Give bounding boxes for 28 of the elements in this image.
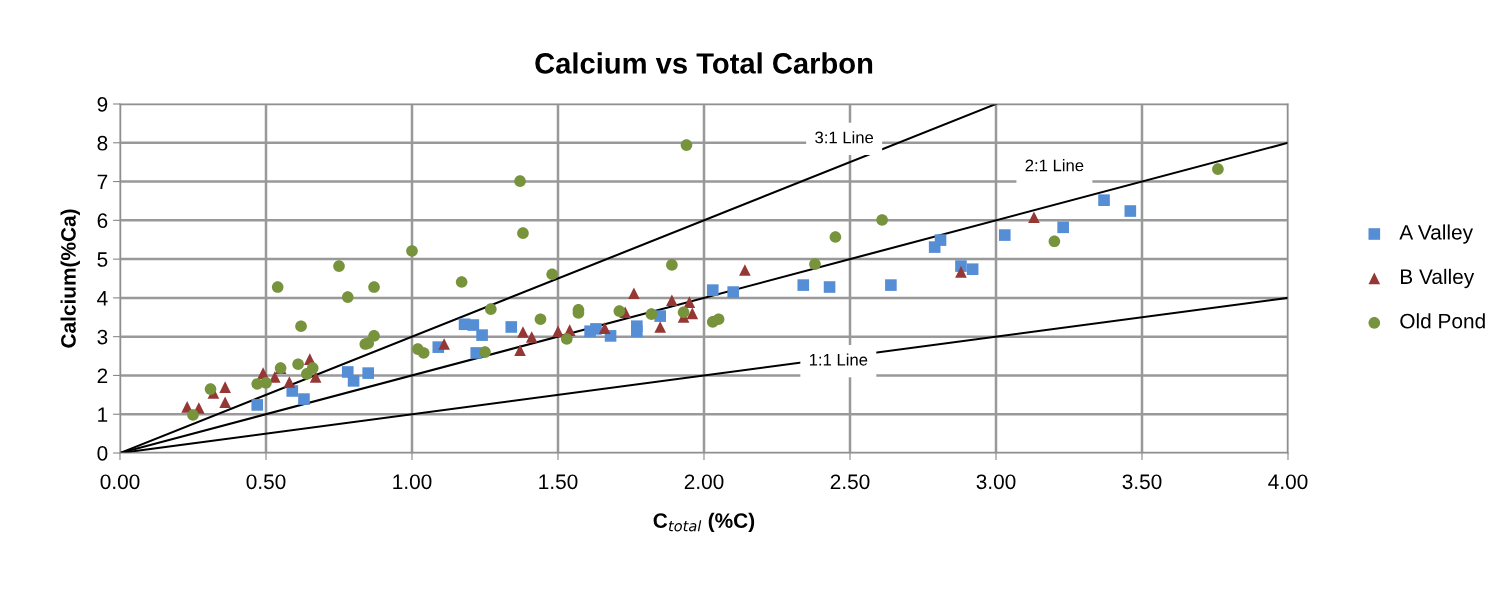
series-label: 3:1 Line <box>815 131 874 144</box>
y-tick-label: 2 <box>97 368 108 383</box>
x-tick-label: 3.50 <box>1122 474 1162 490</box>
legend-label: A Valley <box>1399 224 1474 244</box>
x-axis-title: C$_{total}$ (%C) <box>653 512 755 533</box>
x-tick-label: 0.50 <box>246 474 286 490</box>
y-tick-label: 4 <box>97 291 108 306</box>
series-label: 1:1 Line <box>809 353 868 366</box>
x-tick-label: 2.50 <box>830 474 870 490</box>
y-tick-label: 0 <box>97 446 108 461</box>
x-tick-label: 0.00 <box>100 474 140 490</box>
y-tick-label: 5 <box>97 252 108 267</box>
y-tick-label: 9 <box>97 97 108 112</box>
y-tick-label: 7 <box>97 174 108 190</box>
x-tick-label: 4.00 <box>1268 474 1308 490</box>
y-tick-label: 6 <box>97 213 108 229</box>
series-label: 2:1 Line <box>1025 159 1084 172</box>
x-tick-label: 2.00 <box>684 474 724 490</box>
y-tick-label: 1 <box>98 407 108 422</box>
y-tick-label: 3 <box>97 329 108 345</box>
x-tick-label: 3.00 <box>976 474 1016 490</box>
legend-label: B Valley <box>1401 268 1475 289</box>
x-tick-label: 1.50 <box>539 474 578 490</box>
x-tick-label: 1.00 <box>393 474 432 490</box>
legend-label: Old Pond <box>1400 313 1485 329</box>
chart-title: Calcium vs Total Carbon <box>535 52 873 74</box>
y-axis-title: Calcium(%Ca) <box>60 209 80 348</box>
y-tick-label: 8 <box>97 135 108 151</box>
